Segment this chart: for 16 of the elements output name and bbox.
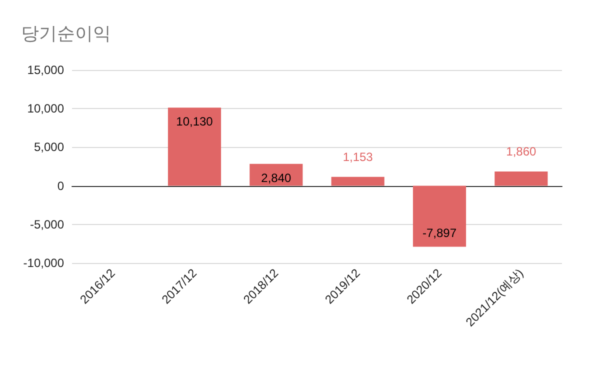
chart-title: 당기순이익 [21,24,111,44]
y-tick-label: 15,000 [27,63,64,77]
y-tick-label: 5,000 [34,140,64,154]
bar [331,176,384,186]
y-tick-label: 0 [57,178,64,193]
y-tick-label: -10,000 [23,256,64,270]
bar [168,108,222,186]
bar [494,171,548,186]
data-label: 2,840 [261,170,292,185]
data-label: 1,153 [342,150,374,164]
data-label: 1,860 [506,144,537,158]
y-tick-label: 10,000 [27,102,64,116]
bar [412,186,466,247]
data-label: -7,897 [422,226,457,240]
y-tick-label: -5,000 [30,217,64,232]
data-label: 10,130 [176,114,214,129]
